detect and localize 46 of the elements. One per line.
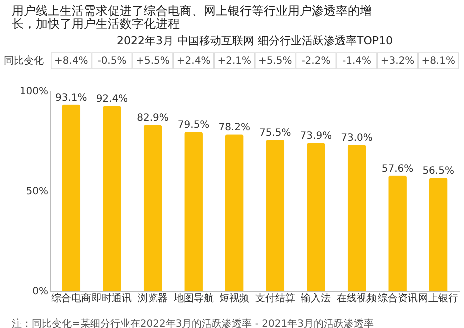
bar [184,132,203,291]
text: +2.4% [176,56,211,67]
data-label: 79.5% [178,120,210,131]
x-tick-label: 即时通讯 [92,292,132,304]
x-tick-label: 在线视频 [336,292,377,304]
data-label: 92.4% [96,94,128,106]
data-label: 93.1% [56,92,88,104]
text: +3.2% [380,56,415,67]
bar [144,125,162,291]
data-label: 56.5% [422,166,454,177]
bar [266,140,285,291]
x-tick-label: 短视频 [220,292,250,304]
bar [429,178,448,291]
text: +8.1% [422,56,456,67]
text: +2.1% [218,56,252,67]
x-tick-label: 综合资讯 [378,292,418,304]
data-label: 82.9% [137,113,169,124]
x-tick-label: 综合电商 [51,292,92,304]
data-label: 73.9% [300,131,332,142]
x-tick-label: 地图导航 [172,292,214,304]
bar [388,176,407,291]
bar [307,143,326,291]
text: -1.4% [342,56,372,67]
text: 同比变化 [4,55,44,67]
data-label: 73.0% [341,133,373,144]
data-label: 57.6% [382,164,414,175]
data-label: 78.2% [218,122,250,134]
data-label: 75.5% [260,128,292,139]
text: +5.5% [258,56,292,67]
y-tick-label: 50% [26,186,48,198]
text: -2.2% [302,56,331,67]
chart-title: 用户线上生活需求促进了综合电商、网上银行等行业用户渗透率的增长，加快了用户生活数字化进程 [11,3,373,33]
bar [103,106,122,291]
y-tick-label: 100% [20,86,48,98]
x-tick-label: 浏览器 [138,292,168,304]
text: +5.5% [136,56,170,67]
chart-subtitle: 2022年3月 中国移动互联网 细分行业活跃渗透率TOP10 [117,34,393,48]
text: -0.5% [98,56,127,67]
x-tick-label: 网上银行 [418,292,459,304]
y-tick-label: 0% [32,286,48,298]
x-tick-label: 输入法 [301,292,332,304]
x-tick-label: 支付结算 [255,292,296,304]
bar [62,104,81,291]
bar [225,134,244,291]
bar [348,145,366,291]
text: +8.4% [54,56,88,67]
